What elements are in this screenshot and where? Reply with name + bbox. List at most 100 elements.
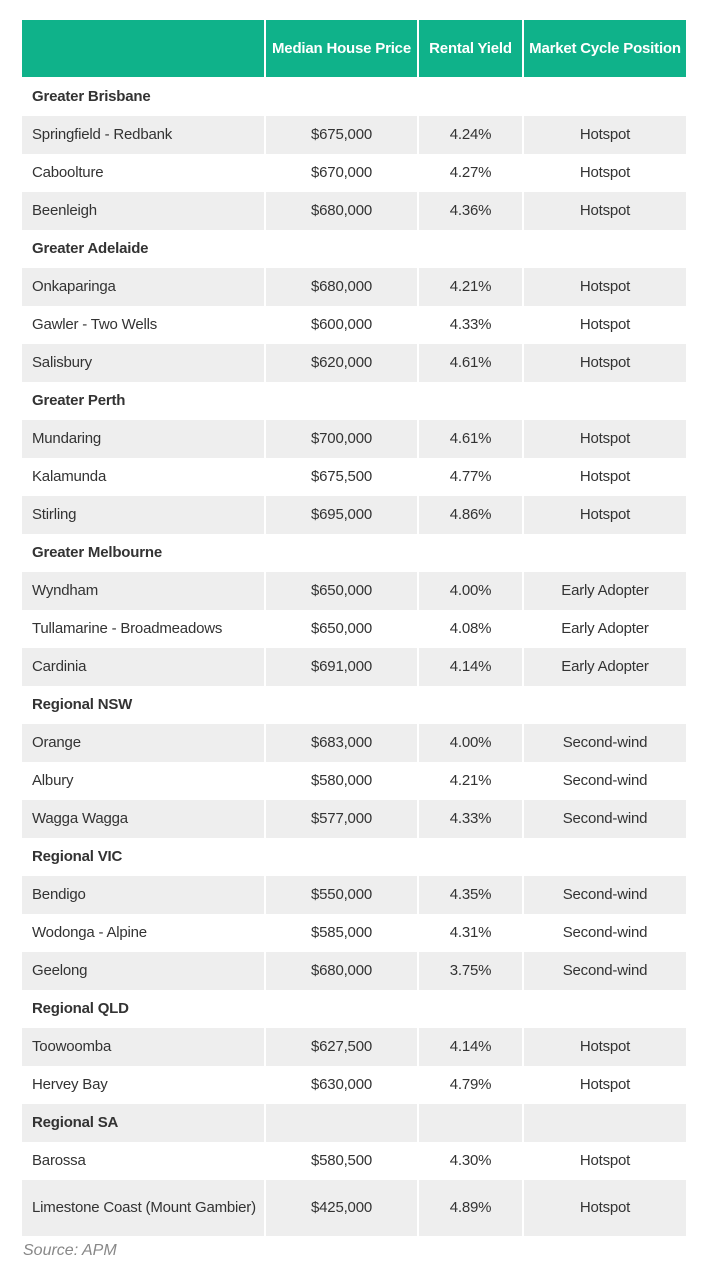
empty-cell (419, 78, 522, 116)
cell-median-price: $695,000 (266, 496, 417, 534)
cell-suburb: Geelong (22, 952, 264, 990)
cell-median-price: $585,000 (311, 924, 372, 941)
cell-rental-yield: 4.79% (449, 1076, 492, 1093)
table-row: Mundaring $700,000 4.61% Hotspot (22, 420, 686, 458)
cell-market-cycle: Hotspot (524, 496, 686, 534)
cell-median-price: $620,000 (266, 344, 417, 382)
group-header-row: Regional SA (22, 1104, 686, 1142)
empty-cell (419, 990, 522, 1028)
empty-cell (266, 534, 417, 572)
table-row: Wodonga - Alpine $585,000 4.31% Second-wind (22, 914, 686, 952)
cell-suburb: Kalamunda (32, 468, 107, 485)
empty-cell (524, 1104, 686, 1142)
cell-median-price: $683,000 (266, 724, 417, 762)
table-row: Onkaparinga $680,000 4.21% Hotspot (22, 268, 686, 306)
empty-cell (266, 686, 417, 724)
table-row: Limestone Coast (Mount Gambier) $425,000 4… (22, 1180, 686, 1236)
group-header-row: Greater Perth (22, 382, 686, 420)
cell-suburb: Cardinia (22, 648, 264, 686)
empty-cell (266, 230, 417, 268)
group-name: Regional QLD (32, 1000, 129, 1017)
group-header-row: Regional QLD (22, 990, 686, 1028)
cell-market-cycle: Hotspot (524, 1180, 686, 1236)
cell-market-cycle: Second-wind (524, 952, 686, 990)
table-row: Toowoomba $627,500 4.14% Hotspot (22, 1028, 686, 1066)
table-row: Caboolture $670,000 4.27% Hotspot (22, 154, 686, 192)
cell-rental-yield: 4.33% (419, 800, 522, 838)
group-header-row: Greater Brisbane (22, 78, 686, 116)
cell-rental-yield: 4.31% (449, 924, 492, 941)
header-cell-market-cycle: Market Cycle Position (524, 20, 686, 77)
group-name: Regional NSW (32, 696, 133, 713)
cell-median-price: $675,000 (266, 116, 417, 154)
table-row: Barossa $580,500 4.30% Hotspot (22, 1142, 686, 1180)
table-row: Tullamarine - Broadmeadows $650,000 4.08% E… (22, 610, 686, 648)
cell-suburb: Beenleigh (22, 192, 264, 230)
cell-market-cycle: Hotspot (524, 116, 686, 154)
cell-median-price: $670,000 (311, 164, 372, 181)
cell-market-cycle: Second-wind (524, 876, 686, 914)
table-row: Orange $683,000 4.00% Second-wind (22, 724, 686, 762)
cell-median-price: $600,000 (311, 316, 372, 333)
cell-suburb: Tullamarine - Broadmeadows (32, 620, 223, 637)
cell-median-price: $580,000 (311, 772, 372, 789)
cell-rental-yield: 4.30% (449, 1152, 492, 1169)
cell-market-cycle: Second-wind (524, 800, 686, 838)
empty-cell (524, 534, 686, 572)
cell-median-price: $580,500 (311, 1152, 372, 1169)
cell-suburb: Caboolture (32, 164, 104, 181)
cell-rental-yield: 4.21% (419, 268, 522, 306)
empty-cell (524, 230, 686, 268)
group-name: Greater Perth (32, 392, 126, 409)
empty-cell (524, 78, 686, 116)
cell-market-cycle: Hotspot (524, 1028, 686, 1066)
cell-median-price: $630,000 (311, 1076, 372, 1093)
table-row: Wyndham $650,000 4.00% Early Adopter (22, 572, 686, 610)
cell-market-cycle: Hotspot (524, 268, 686, 306)
cell-market-cycle: Early Adopter (524, 648, 686, 686)
cell-suburb: Springfield - Redbank (22, 116, 264, 154)
group-name: Greater Adelaide (32, 240, 149, 257)
cell-rental-yield: 4.61% (419, 420, 522, 458)
cell-market-cycle: Early Adopter (524, 572, 686, 610)
group-name: Regional VIC (32, 848, 123, 865)
table-row: Albury $580,000 4.21% Second-wind (22, 762, 686, 800)
cell-suburb: Toowoomba (22, 1028, 264, 1066)
table-body: Greater Brisbane Springfield - Redbank $67… (22, 78, 686, 1236)
cell-market-cycle: Second-wind (562, 924, 648, 941)
cell-rental-yield: 4.89% (419, 1180, 522, 1236)
header-cell-median-price: Median House Price (266, 20, 417, 77)
empty-cell (266, 78, 417, 116)
cell-rental-yield: 3.75% (419, 952, 522, 990)
cell-rental-yield: 4.35% (419, 876, 522, 914)
empty-cell (266, 1104, 417, 1142)
cell-suburb: Gawler - Two Wells (32, 316, 158, 333)
empty-cell (419, 838, 522, 876)
empty-cell (524, 382, 686, 420)
cell-rental-yield: 4.14% (419, 648, 522, 686)
cell-median-price: $550,000 (266, 876, 417, 914)
cell-suburb: Limestone Coast (Mount Gambier) (22, 1180, 264, 1236)
cell-rental-yield: 4.36% (419, 192, 522, 230)
cell-suburb: Orange (22, 724, 264, 762)
property-table: Median House Price Rental Yield Market C… (22, 20, 686, 1236)
table-row: Springfield - Redbank $675,000 4.24% Hotspo… (22, 116, 686, 154)
table-row: Beenleigh $680,000 4.36% Hotspot (22, 192, 686, 230)
cell-median-price: $700,000 (266, 420, 417, 458)
empty-cell (266, 990, 417, 1028)
cell-market-cycle: Second-wind (562, 772, 648, 789)
cell-suburb: Mundaring (22, 420, 264, 458)
cell-market-cycle: Hotspot (579, 316, 631, 333)
cell-suburb: Albury (32, 772, 74, 789)
cell-rental-yield: 4.27% (449, 164, 492, 181)
cell-suburb: Wyndham (22, 572, 264, 610)
empty-cell (524, 990, 686, 1028)
cell-suburb: Barossa (32, 1152, 86, 1169)
empty-cell (524, 686, 686, 724)
cell-rental-yield: 4.14% (419, 1028, 522, 1066)
empty-cell (266, 382, 417, 420)
cell-median-price: $680,000 (266, 268, 417, 306)
cell-suburb: Onkaparinga (22, 268, 264, 306)
cell-market-cycle: Hotspot (579, 1152, 631, 1169)
cell-rental-yield: 4.00% (419, 572, 522, 610)
